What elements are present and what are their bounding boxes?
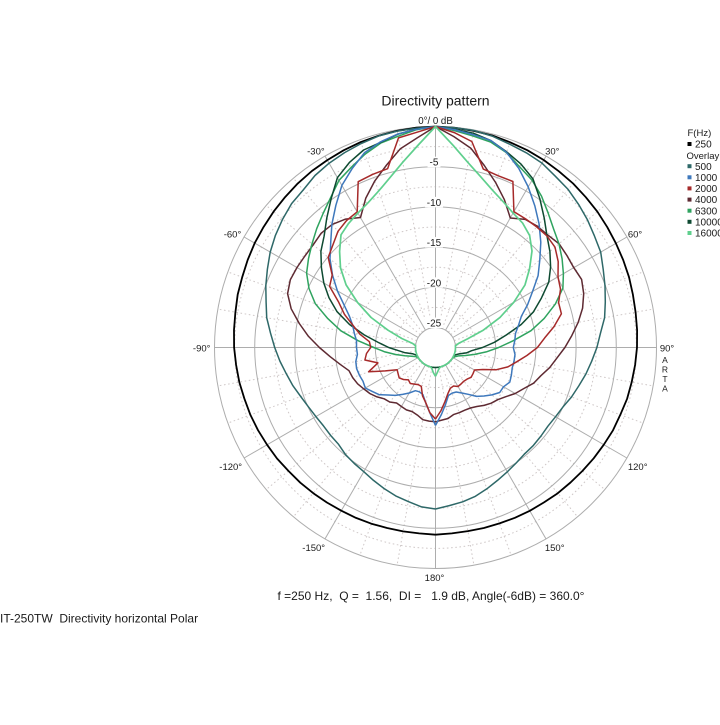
svg-text:-25: -25 <box>427 319 442 330</box>
svg-text:250: 250 <box>695 140 712 151</box>
svg-text:Directivity pattern: Directivity pattern <box>381 93 489 109</box>
svg-text:-10: -10 <box>427 198 442 209</box>
svg-text:2000: 2000 <box>695 184 718 195</box>
svg-text:A: A <box>662 355 668 365</box>
svg-text:4000: 4000 <box>695 195 718 206</box>
svg-text:16000: 16000 <box>695 229 720 240</box>
svg-text:T: T <box>662 374 667 384</box>
svg-text:180°: 180° <box>425 573 445 584</box>
svg-text:90°: 90° <box>660 344 675 355</box>
svg-text:120°: 120° <box>628 462 648 473</box>
svg-text:-20: -20 <box>427 278 442 289</box>
svg-text:1000: 1000 <box>695 173 718 184</box>
svg-text:30°: 30° <box>545 147 560 158</box>
svg-text:-150°: -150° <box>302 543 325 554</box>
svg-text:-90°: -90° <box>193 344 211 355</box>
svg-text:150°: 150° <box>545 543 565 554</box>
svg-text:10000: 10000 <box>695 217 720 228</box>
svg-text:-5: -5 <box>430 158 439 169</box>
svg-text:f =250 Hz, Q = 1.56, DI =: f =250 Hz, Q = 1.56, DI = 1.9 dB, Angle(… <box>278 589 585 603</box>
svg-text:-120°: -120° <box>219 462 242 473</box>
svg-text:-15: -15 <box>427 238 442 249</box>
svg-text:R: R <box>662 365 668 375</box>
svg-text:Overlay: Overlay <box>687 151 720 162</box>
svg-text:-30°: -30° <box>307 147 325 158</box>
svg-text:0°/ 0 dB: 0°/ 0 dB <box>418 116 453 127</box>
svg-text:500: 500 <box>695 162 712 173</box>
svg-text:60°: 60° <box>628 230 643 241</box>
svg-text:A: A <box>662 384 668 394</box>
svg-text:IT-250TW Directivity horizont: IT-250TW Directivity horizontal Polar <box>0 612 198 626</box>
svg-text:-60°: -60° <box>224 230 242 241</box>
svg-text:6300: 6300 <box>695 206 718 217</box>
svg-text:F(Hz): F(Hz) <box>688 128 712 139</box>
